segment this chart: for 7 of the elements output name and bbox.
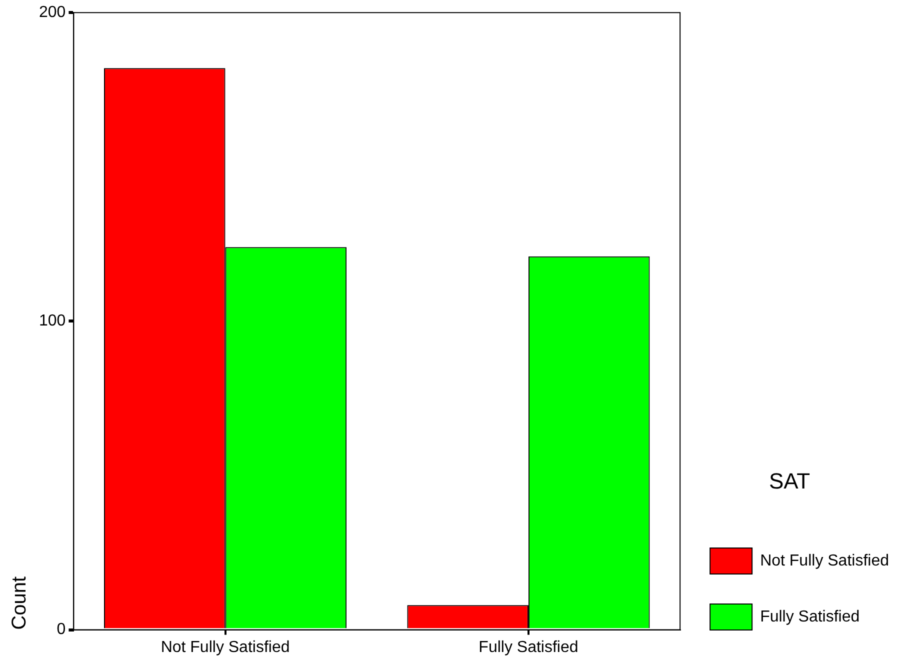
y-axis-title: Count: [8, 576, 31, 630]
legend-label: Fully Satisfied: [760, 608, 860, 626]
legend-label: Not Fully Satisfied: [760, 552, 889, 570]
y-tick-label: 0: [56, 621, 66, 638]
legend-title: SAT: [768, 468, 810, 494]
y-tick-label: 100: [38, 312, 66, 330]
y-tick-label: 200: [38, 4, 66, 22]
